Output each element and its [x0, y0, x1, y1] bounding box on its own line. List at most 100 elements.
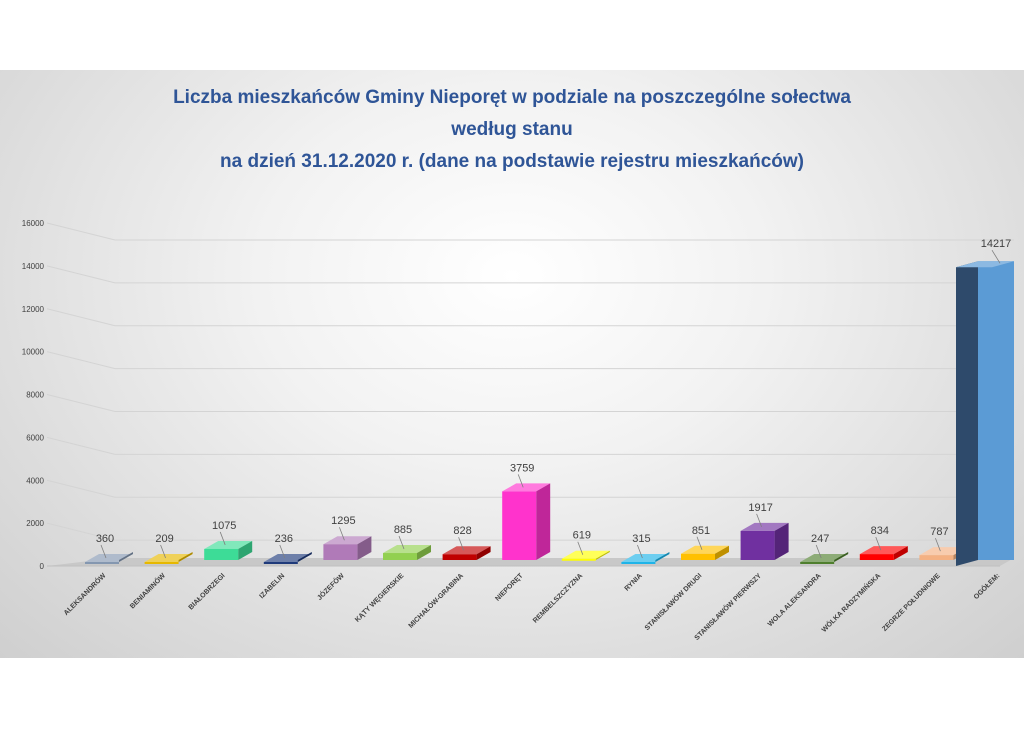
x-tick-label: BIAŁOBRZEGI [188, 572, 227, 611]
y-tick-label: 4000 [26, 476, 44, 485]
bar [204, 548, 239, 560]
bar-top [681, 545, 729, 554]
bar-side [357, 536, 372, 560]
data-label: 1295 [331, 515, 355, 527]
bar-side [595, 550, 610, 560]
x-tick-label: WOLA ALEKSANDRA [767, 572, 823, 628]
data-label-leader [577, 541, 584, 555]
data-label-leader [935, 537, 941, 552]
data-label-leader [637, 544, 643, 559]
bar-side [893, 546, 908, 560]
grid-line-diagonal [46, 479, 116, 498]
y-tick-label: 6000 [26, 433, 44, 442]
bar-side [476, 546, 491, 560]
bar-side [715, 545, 729, 560]
bar [85, 562, 119, 564]
y-tick-label: 10000 [22, 348, 45, 357]
bar-side [238, 540, 253, 560]
bar [800, 562, 835, 564]
x-tick-label: BENIAMINÓW [128, 571, 168, 611]
bar [144, 562, 179, 564]
y-tick-label: 2000 [26, 519, 44, 528]
data-label: 315 [632, 533, 650, 545]
bar-side [417, 545, 431, 560]
data-label-leader [517, 474, 524, 488]
x-tick-label: NIEPORĘT [494, 572, 525, 603]
data-label: 14217 [981, 238, 1012, 250]
data-label: 3759 [510, 462, 534, 474]
bar [383, 553, 417, 560]
bar [502, 491, 537, 560]
data-label-leader [160, 544, 166, 559]
data-label-leader [398, 535, 405, 550]
grid-line-diagonal [46, 222, 116, 241]
data-label: 851 [692, 525, 710, 537]
bar [740, 530, 775, 560]
grid-line-diagonal [46, 265, 116, 284]
x-tick-label: IZABELIN [258, 572, 286, 600]
grid-line-diagonal [46, 351, 116, 370]
chart-title-line-1: Liczba mieszkańców Gminy Nieporęt w podz… [173, 87, 851, 108]
x-tick-label: ALEKSANDRÓW [61, 571, 107, 617]
grid-line-diagonal [46, 522, 116, 541]
x-tick-label: REMBELSZCZYZNA [532, 572, 584, 624]
x-tick-label: MICHAŁÓW-GRABINA [406, 571, 465, 630]
data-label: 787 [930, 526, 948, 538]
bar-top [859, 546, 908, 555]
bar-side [956, 261, 978, 566]
x-tick-label: STANISŁAWÓW PIERWSZY [692, 571, 763, 642]
data-label-leader [100, 544, 107, 559]
x-tick-label: OGÓŁEM: [971, 571, 1001, 601]
data-label: 619 [573, 530, 591, 542]
x-tick-label: WÓLKA RADZYMIŃSKA [819, 571, 882, 634]
y-tick-label: 16000 [22, 219, 45, 228]
bar-top [204, 540, 253, 549]
bar [323, 544, 358, 560]
bar-top [502, 483, 551, 492]
bar [442, 554, 477, 560]
y-tick-label: 8000 [26, 391, 44, 400]
data-label-leader [279, 544, 286, 559]
chart-title-line-3: na dzień 31.12.2020 r. (dane na podstawi… [220, 151, 804, 172]
x-tick-label: JÓZEFÓW [315, 571, 346, 602]
data-label-leader [219, 531, 226, 546]
bar-side [178, 552, 193, 562]
data-label-leader [815, 544, 822, 559]
bar [621, 562, 656, 564]
x-tick-label: KĄTY WĘGIERSKIE [354, 572, 406, 624]
grid-line-diagonal [46, 394, 116, 412]
y-tick-label: 14000 [22, 262, 45, 271]
data-label-leader [339, 527, 345, 541]
bar-top [919, 547, 968, 556]
data-label-leader [756, 513, 762, 528]
chart-title: Liczba mieszkańców Gminy Nieporęt w podz… [0, 82, 1024, 178]
data-label-leader [875, 536, 882, 551]
bar [681, 553, 715, 560]
grid-line-diagonal [46, 308, 116, 327]
bar-side [119, 552, 133, 562]
bar-side [774, 522, 789, 560]
data-label: 1075 [212, 520, 236, 532]
data-label: 209 [155, 533, 173, 545]
bar [263, 562, 298, 564]
data-label: 360 [96, 533, 114, 545]
bar-side [536, 483, 551, 560]
data-label: 885 [394, 524, 412, 536]
data-label: 834 [871, 525, 889, 537]
bar-side [655, 552, 670, 562]
data-label-leader [991, 250, 1001, 264]
y-tick-label: 12000 [22, 305, 45, 314]
bar-side [297, 552, 312, 562]
bar-top [323, 536, 372, 545]
bar-top [383, 545, 431, 554]
bar-top [442, 546, 491, 555]
x-tick-label: ZEGRZE POŁUDNIOWE [881, 572, 942, 633]
bar [978, 261, 1014, 560]
bar [561, 558, 596, 561]
x-tick-label: STANISŁAWÓW DRUGI [642, 571, 703, 632]
bar [859, 554, 894, 560]
data-label: 236 [275, 533, 293, 545]
data-label: 828 [453, 525, 471, 537]
bar [919, 555, 954, 560]
